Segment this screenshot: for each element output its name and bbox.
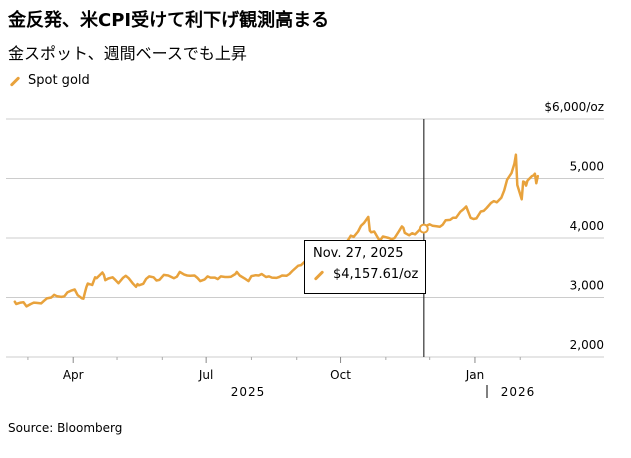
tooltip-value: $4,157.61/oz xyxy=(333,267,419,282)
tooltip-date: Nov. 27, 2025 xyxy=(313,246,404,261)
legend-label: Spot gold xyxy=(28,73,90,88)
page-subtitle: 金スポット、週間ベースでも上昇 xyxy=(8,44,247,63)
chart-legend: Spot gold xyxy=(8,73,90,88)
y-tick-label: 4,000 xyxy=(570,219,604,233)
chart-tooltip: Nov. 27, 2025 $4,157.61/oz xyxy=(304,240,426,294)
page-title: 金反発、米CPI受けて利下げ観測高まる xyxy=(8,10,330,31)
x-tick-label: Jul xyxy=(198,368,213,382)
year-label-2026: 2026 xyxy=(501,385,536,399)
x-tick-label: Apr xyxy=(63,368,84,382)
x-tick-label: Jan xyxy=(465,368,485,382)
source-note: Source: Bloomberg xyxy=(8,421,123,435)
year-label-2025: 2025 xyxy=(231,385,266,399)
y-tick-label: 3,000 xyxy=(570,279,604,293)
series-line-spot-gold xyxy=(13,153,540,308)
highlight-point xyxy=(418,223,429,234)
y-tick-label: 2,000 xyxy=(570,338,604,352)
tooltip-line-icon xyxy=(313,269,325,281)
y-tick-label: 5,000 xyxy=(570,160,604,174)
y-tick-label: $6,000/oz xyxy=(544,100,604,114)
x-tick-label: Oct xyxy=(330,368,351,382)
